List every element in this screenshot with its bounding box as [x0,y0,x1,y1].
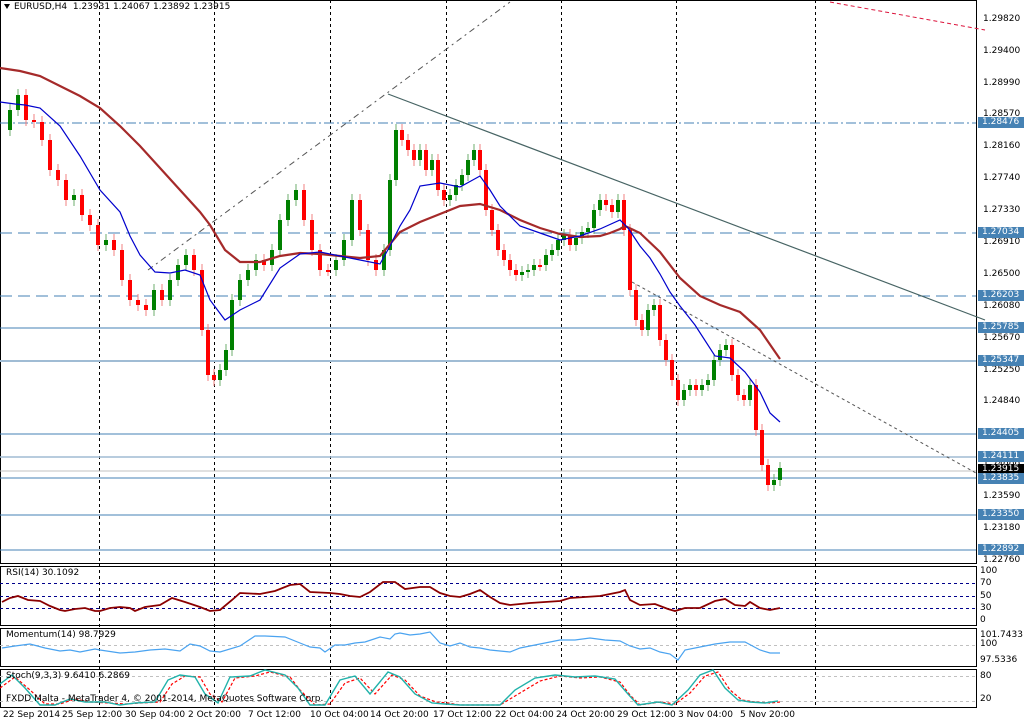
price-tick: 1.28990 [983,78,1021,88]
chart-title: EURUSD,H4 1.23931 1.24067 1.23892 1.2391… [4,2,230,12]
level-tag: 1.23835 [978,473,1024,484]
price-tick: 1.25670 [983,333,1021,343]
momentum-line [1,631,780,661]
ma-fast-line [0,101,781,423]
price-tick: 1.29400 [983,46,1021,56]
time-tick: 22 Oct 04:00 [495,710,554,720]
candlesticks [8,89,782,491]
main-pane-frame [0,0,977,564]
price-tick: 1.24840 [983,396,1021,406]
time-tick: 30 Sep 04:00 [125,710,186,720]
stoch-pane-frame [0,669,977,708]
stoch-scale: 80 [980,671,992,681]
price-tick: 1.27330 [983,205,1021,215]
current-price-tag: 1.23915 [978,464,1024,475]
rsi-label: RSI(14) 30.1092 [6,568,80,578]
level-tag: 1.22892 [978,544,1024,555]
level-tag: 1.24405 [978,428,1024,439]
momentum-scale: 101.7433 [980,630,1023,640]
level-tag: 1.28476 [978,117,1024,128]
symbol-label: EURUSD,H4 [14,2,68,12]
time-tick: 3 Nov 04:00 [678,710,733,720]
ma-slow-line [0,66,781,360]
period-separators [99,0,816,707]
stoch-scale: 20 [980,694,992,704]
price-tick: 1.28160 [983,141,1021,151]
level-tag: 1.25347 [978,355,1024,366]
price-tick: 1.27740 [983,173,1021,183]
triangle-down-icon[interactable] [4,4,10,9]
level-tag: 1.27034 [978,227,1024,238]
price-tick: 1.26080 [983,301,1021,311]
price-tick: 1.25250 [983,365,1021,375]
time-tick: 22 Sep 2014 [3,710,61,720]
price-tick: 1.29820 [983,14,1021,24]
momentum-pane-frame [0,628,977,667]
horizontal-levels [0,122,976,551]
rsi-scale: 30 [980,603,992,613]
time-tick: 2 Oct 20:00 [188,710,241,720]
rsi-scale: 100 [980,566,998,576]
rsi-scale: 70 [980,578,992,588]
rsi-scale: 0 [980,615,986,625]
stoch-main-line [0,669,779,706]
level-tag: 1.24111 [978,451,1024,462]
rsi-line [1,581,781,613]
momentum-scale: 100 [980,639,998,649]
time-tick: 7 Oct 12:00 [248,710,301,720]
level-tag: 1.25785 [978,322,1024,333]
time-tick: 14 Oct 20:00 [370,710,429,720]
stoch-label: Stoch(9,3,3) 9.6410 6.2869 [6,671,131,681]
copyright-text: FXDD Malta - MetaTrader 4, © 2001-2014, … [6,694,324,704]
trend-lines [147,1,986,479]
price-tick: 1.26500 [983,269,1021,279]
ohlc-values: 1.23931 1.24067 1.23892 1.23915 [72,2,231,12]
price-tick: 1.28570 [983,109,1021,119]
price-tick: 1.23180 [983,523,1021,533]
momentum-scale: 97.5336 [980,655,1018,665]
time-tick: 10 Oct 04:00 [310,710,369,720]
price-tick: 1.23590 [983,491,1021,501]
price-tick: 1.22760 [983,555,1021,565]
time-tick: 29 Oct 12:00 [617,710,676,720]
level-tag: 1.26203 [978,290,1024,301]
time-tick: 24 Oct 20:00 [556,710,615,720]
rsi-scale: 50 [980,591,992,601]
time-tick: 17 Oct 12:00 [433,710,492,720]
price-tick: 1.26910 [983,237,1021,247]
stoch-levels [0,676,976,702]
time-tick: 5 Nov 20:00 [740,710,795,720]
level-tag: 1.23350 [978,509,1024,520]
time-tick: 25 Sep 12:00 [62,710,123,720]
momentum-label: Momentum(14) 98.7929 [6,630,116,640]
